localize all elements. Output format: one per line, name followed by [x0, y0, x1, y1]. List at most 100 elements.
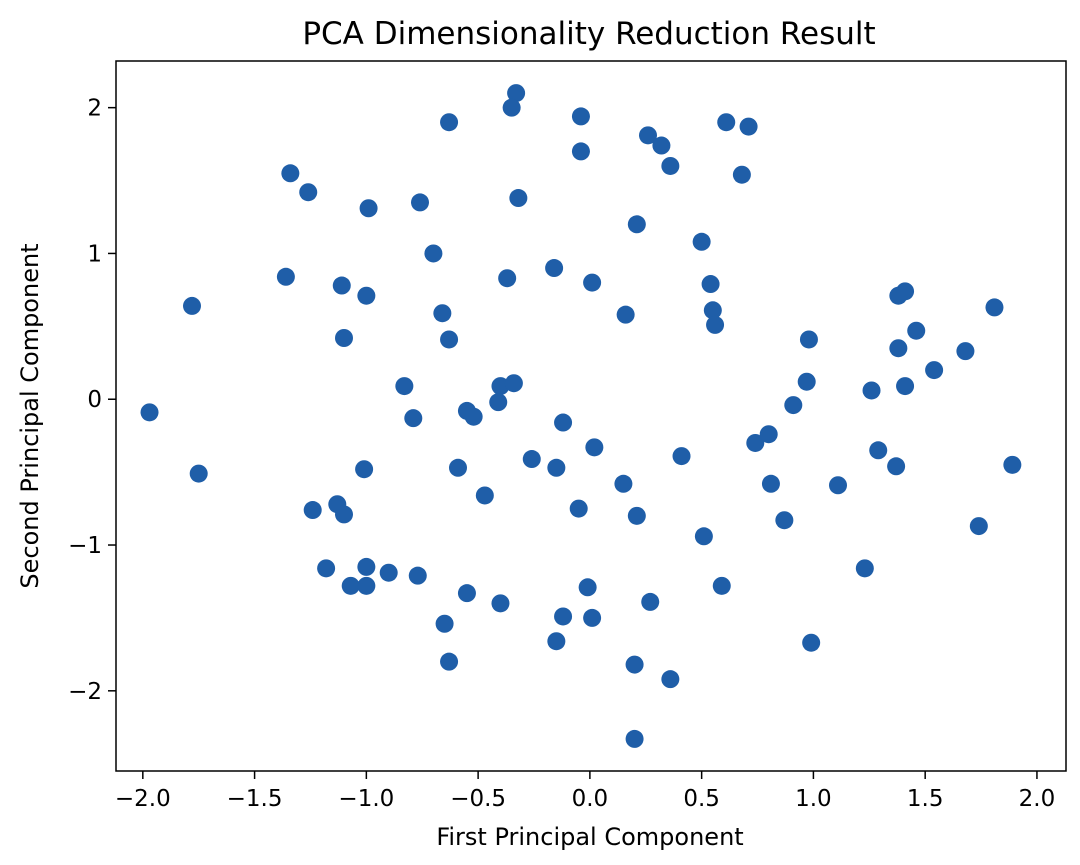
data-point [703, 301, 722, 320]
data-point [956, 342, 975, 361]
data-point [712, 576, 731, 595]
data-point [661, 156, 680, 175]
data-point [799, 330, 818, 349]
data-point [869, 441, 888, 460]
data-point [424, 244, 443, 263]
data-point [457, 584, 476, 603]
data-point [802, 633, 821, 652]
chart-title: PCA Dimensionality Reduction Result [302, 16, 875, 52]
data-point [276, 267, 295, 286]
x-axis-label: First Principal Component [436, 823, 743, 851]
data-point [717, 113, 736, 132]
data-point [504, 374, 523, 393]
x-tick-label: 1.5 [907, 786, 944, 812]
plot-area-frame [115, 60, 1067, 772]
data-point [335, 329, 353, 348]
data-point [641, 592, 660, 611]
data-point [969, 517, 988, 536]
data-point [887, 457, 906, 476]
data-point [281, 164, 300, 183]
data-point [614, 474, 633, 493]
data-point [925, 361, 944, 380]
data-point [449, 458, 467, 477]
data-point [507, 84, 526, 103]
data-point [299, 183, 318, 202]
data-point [554, 607, 573, 626]
data-point [739, 117, 758, 136]
data-point [583, 608, 602, 627]
x-tick-label: −2.0 [115, 786, 171, 812]
data-point [357, 286, 376, 305]
data-point [775, 511, 794, 530]
data-point [862, 381, 881, 400]
data-point [440, 113, 459, 132]
data-point [1003, 455, 1022, 474]
data-point [475, 486, 494, 505]
x-tick-label: 1.0 [795, 786, 832, 812]
data-point [706, 315, 725, 334]
data-point [985, 298, 1004, 317]
data-point [335, 505, 353, 524]
y-tick-label: 0 [87, 387, 102, 413]
data-point [189, 464, 208, 483]
x-tick-label: 2.0 [1019, 786, 1056, 812]
data-point [616, 305, 635, 324]
data-point [627, 506, 646, 525]
data-point [411, 193, 429, 212]
data-point [359, 199, 378, 218]
data-point [571, 107, 590, 126]
data-point [652, 136, 671, 155]
data-point [491, 377, 510, 396]
x-tick-label: 0.5 [683, 786, 720, 812]
data-point [183, 296, 201, 315]
data-point [889, 339, 908, 358]
data-point [317, 559, 336, 578]
data-point [855, 559, 874, 578]
data-points [140, 84, 1022, 748]
data-point [498, 269, 517, 288]
data-point [404, 409, 423, 428]
data-point [896, 377, 915, 396]
data-point [896, 282, 915, 301]
x-axis-ticks: −2.0 −1.5 −1.0 −0.5 0.0 0.5 1.0 1.5 2.0 [115, 771, 1055, 812]
data-point [509, 189, 528, 208]
data-point [797, 372, 816, 391]
data-point [303, 501, 322, 520]
data-point [357, 557, 376, 576]
data-point [692, 232, 711, 251]
data-point [583, 273, 602, 292]
data-point [746, 433, 765, 452]
data-point [379, 563, 398, 582]
y-axis-label: Second Principal Component [16, 243, 44, 588]
data-point [502, 98, 521, 117]
data-point [464, 407, 483, 426]
data-point [585, 438, 604, 457]
data-point [547, 632, 566, 651]
data-point [435, 614, 454, 633]
y-axis-ticks: 2 1 0 −1 −2 [68, 96, 116, 705]
data-point [547, 458, 566, 477]
data-point [784, 396, 803, 415]
data-point [639, 126, 657, 145]
data-point [395, 377, 414, 396]
x-tick-label: −0.5 [450, 786, 506, 812]
y-tick-label: 1 [87, 241, 102, 267]
data-point [907, 321, 926, 340]
x-tick-label: −1.0 [338, 786, 394, 812]
y-tick-label: −1 [68, 533, 102, 559]
data-point [571, 142, 590, 161]
data-point [761, 474, 780, 493]
data-point [491, 594, 510, 613]
data-point [661, 670, 680, 689]
data-point [672, 447, 691, 466]
x-tick-label: 0.0 [572, 786, 609, 812]
data-point [332, 276, 351, 295]
data-point [569, 499, 588, 518]
data-point [140, 403, 159, 422]
data-point [578, 578, 597, 597]
data-point [829, 476, 847, 495]
data-point [627, 215, 646, 234]
data-point [355, 460, 374, 479]
data-point [732, 165, 751, 184]
